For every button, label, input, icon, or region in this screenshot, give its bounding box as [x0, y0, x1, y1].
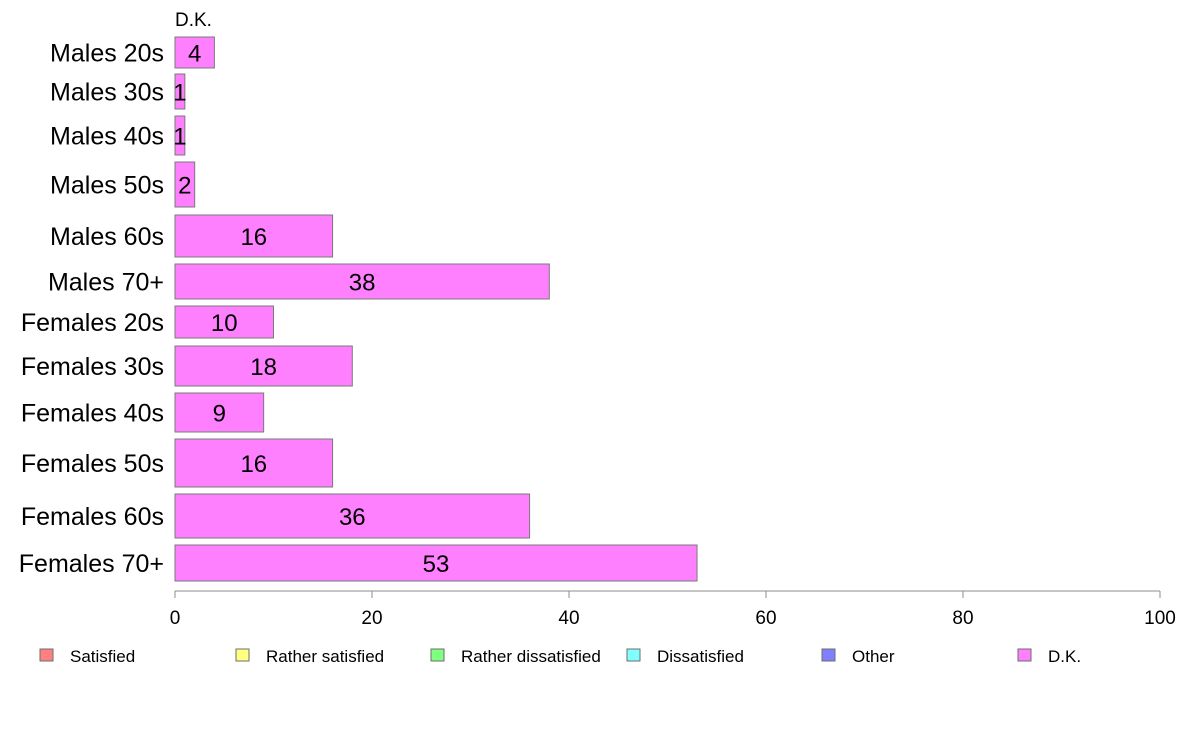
bar-value-label: 53	[423, 551, 450, 578]
legend-swatch	[821, 648, 836, 662]
bar-females-50s	[174, 438, 334, 488]
category-label: Males 50s	[50, 172, 164, 200]
bar-females-60s	[174, 493, 531, 539]
category-label: Females 50s	[21, 450, 164, 478]
bar-value-label: 1	[173, 80, 186, 107]
legend: Satisfied Rather satisfied Rather dissatis…	[39, 647, 1081, 666]
category-label: Females 60s	[21, 503, 164, 531]
bar-value-label: 2	[178, 173, 191, 200]
legend-swatch	[39, 648, 54, 662]
category-label: Males 40s	[50, 123, 164, 151]
legend-label: Dissatisfied	[657, 647, 744, 666]
category-label: Males 60s	[50, 223, 164, 251]
bar-value-label: 16	[240, 451, 267, 478]
series-title: D.K.	[175, 10, 212, 31]
x-tick-label: 60	[755, 608, 776, 629]
bar-value-label: 4	[188, 41, 201, 68]
legend-swatch	[235, 648, 250, 662]
x-tick-label: 80	[952, 608, 973, 629]
bar-males-30s	[174, 73, 186, 110]
bar-females-40s	[174, 392, 265, 433]
bar-females-30s	[174, 345, 353, 387]
x-tick-label: 0	[170, 608, 181, 629]
x-axis: 0 20 40 60 80 100	[170, 590, 1176, 629]
category-labels: Males 20s Males 30s Males 40s Males 50s Male…	[19, 40, 164, 579]
legend-label: Other	[852, 647, 895, 666]
bar-males-60s	[174, 214, 334, 258]
category-label: Females 70+	[19, 550, 164, 578]
category-label: Females 20s	[21, 309, 164, 337]
bar-value-label: 38	[349, 270, 376, 297]
bar-value-label: 36	[339, 504, 366, 531]
legend-swatch	[626, 648, 641, 662]
legend-swatch	[1017, 648, 1032, 662]
bar-value-label: 10	[211, 310, 238, 337]
bar-males-50s	[174, 161, 196, 208]
bar-value-label: 1	[173, 124, 186, 151]
category-label: Males 70+	[48, 269, 164, 297]
category-label: Males 30s	[50, 79, 164, 107]
category-label: Females 30s	[21, 353, 164, 381]
x-tick-label: 20	[361, 608, 382, 629]
category-label: Males 20s	[50, 40, 164, 68]
bar-value-label: 18	[250, 354, 277, 381]
legend-label: Satisfied	[70, 647, 135, 666]
bar-males-70	[174, 263, 550, 300]
x-tick-label: 100	[1144, 608, 1176, 629]
legend-label: D.K.	[1048, 647, 1081, 666]
bar-females-20s	[174, 305, 274, 339]
x-tick-label: 40	[558, 608, 579, 629]
bar-males-40s	[174, 115, 186, 156]
legend-swatch	[430, 648, 445, 662]
bar-value-label: 16	[240, 224, 267, 251]
bar-value-label: 9	[213, 401, 226, 428]
category-label: Females 40s	[21, 400, 164, 428]
legend-label: Rather dissatisfied	[461, 647, 601, 666]
bar-females-70	[174, 544, 698, 582]
legend-label: Rather satisfied	[266, 647, 384, 666]
bar-males-20s	[174, 36, 215, 69]
